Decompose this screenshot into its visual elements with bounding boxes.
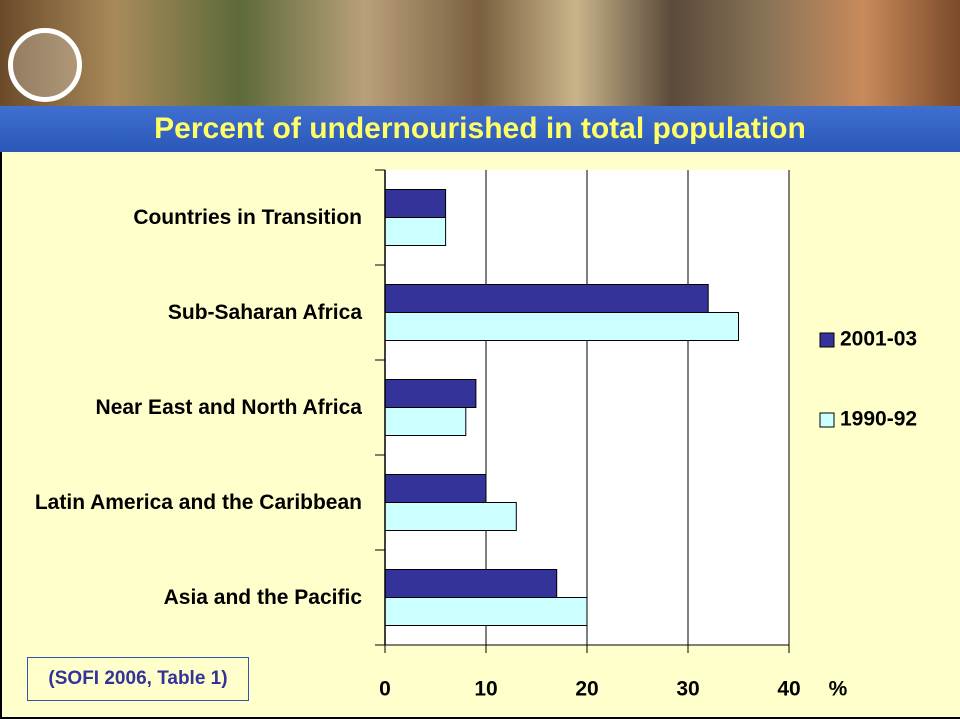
legend-swatch: [820, 413, 834, 427]
bar: [385, 380, 476, 408]
bar: [385, 218, 446, 246]
y-tick-label: Countries in Transition: [133, 203, 362, 233]
x-tick-label: 20: [575, 678, 598, 701]
x-tick-label: 10: [474, 678, 497, 701]
category-label-box: Latin America and the Caribbean: [2, 455, 362, 550]
legend-swatch: [820, 333, 834, 347]
y-tick-label: Near East and North Africa: [96, 393, 362, 423]
bar: [385, 503, 516, 531]
x-axis-label: %: [829, 678, 848, 701]
category-label-box: Asia and the Pacific: [2, 550, 362, 645]
category-label-box: Near East and North Africa: [2, 360, 362, 455]
bar: [385, 475, 486, 503]
bar: [385, 408, 466, 436]
slide: Percent of undernourished in total popul…: [0, 0, 960, 719]
y-tick-label: Latin America and the Caribbean: [35, 488, 362, 518]
y-tick-label: Sub-Saharan Africa: [168, 298, 362, 328]
x-tick-label: 0: [379, 678, 391, 701]
x-tick-label: 40: [777, 678, 800, 701]
bar: [385, 285, 708, 313]
legend-label: 1990-92: [840, 408, 917, 431]
y-tick-label: Asia and the Pacific: [164, 583, 362, 613]
category-label-box: Countries in Transition: [2, 170, 362, 265]
legend-label: 2001-03: [840, 328, 917, 351]
bar: [385, 598, 587, 626]
bar: [385, 190, 446, 218]
x-tick-label: 30: [676, 678, 699, 701]
category-label-box: Sub-Saharan Africa: [2, 265, 362, 360]
bar: [385, 313, 739, 341]
source-note: (SOFI 2006, Table 1): [27, 657, 249, 701]
bar: [385, 570, 557, 598]
